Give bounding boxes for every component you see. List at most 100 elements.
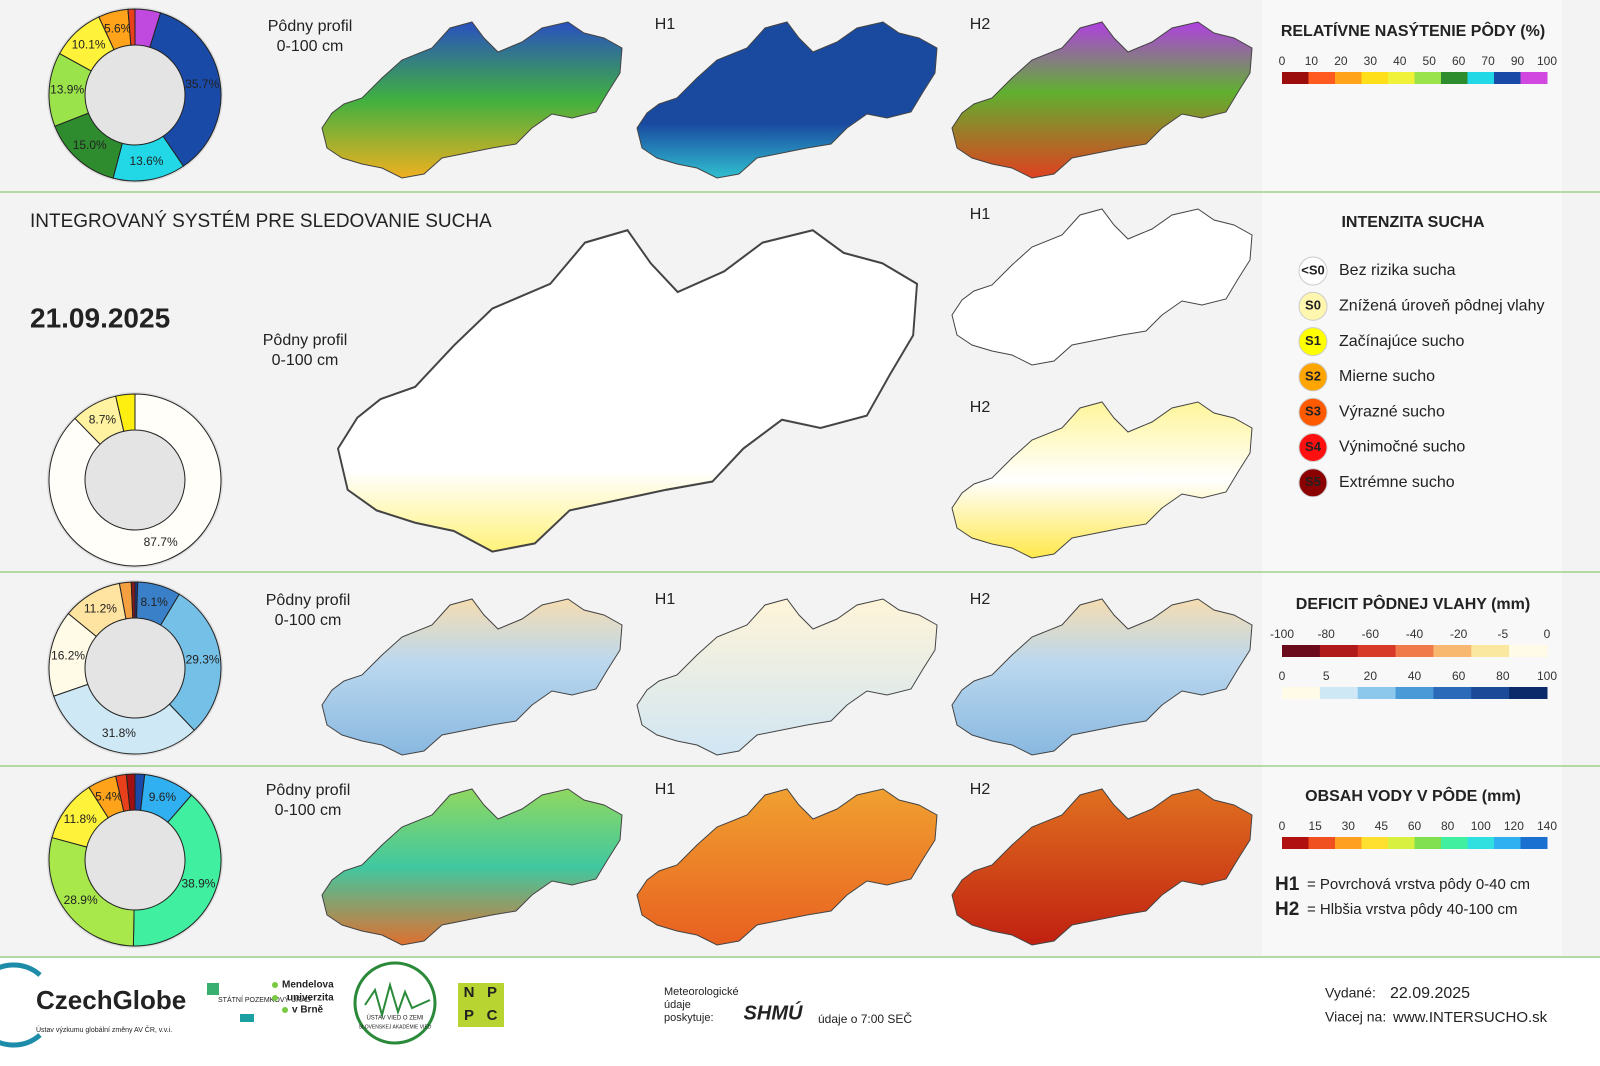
scale-label: 90 (1511, 54, 1525, 68)
donut-label: 13.9% (50, 83, 84, 97)
map-label: Pôdny profil (266, 592, 351, 609)
drought-label: Začínajúce sucho (1339, 333, 1465, 350)
scale-label: -20 (1450, 627, 1468, 641)
drought-code: S0 (1305, 298, 1321, 313)
donut-label: 29.3% (186, 653, 220, 667)
scale-swatch (1308, 72, 1336, 84)
donut-segment (130, 581, 136, 619)
donut-label: 15.0% (73, 138, 107, 152)
scale-swatch (1441, 72, 1468, 84)
scale-label: -40 (1406, 627, 1424, 641)
logo-text: N (464, 984, 475, 1001)
map-label: 0-100 cm (272, 352, 339, 369)
scale-swatch (1471, 687, 1510, 699)
scale-swatch (1494, 72, 1521, 84)
scale-swatch (1433, 645, 1472, 657)
donut-hole (86, 811, 184, 909)
map-label: H1 (655, 16, 676, 33)
scale-label: 30 (1342, 819, 1356, 833)
scale-label: 30 (1364, 54, 1378, 68)
scale-swatch (1509, 687, 1548, 699)
scale-swatch (1282, 645, 1321, 657)
donut-label: 8.1% (140, 595, 168, 609)
scale-label: 80 (1441, 819, 1455, 833)
note-text: = Hlbšia vrstva pôdy 40-100 cm (1307, 901, 1518, 918)
footer-logos: CzechGlobe Ústav výzkumu globální změny … (0, 961, 1548, 1048)
issued-label: Vydané: (1325, 985, 1376, 1001)
note-text: = Povrchová vrstva pôdy 0-40 cm (1307, 876, 1530, 893)
scale-swatch (1319, 687, 1359, 699)
scale-label: -5 (1497, 627, 1508, 641)
logo-text: SLOVENSKEJ AKADÉMIE VIED (359, 1023, 432, 1030)
drought-label: Výnimočné sucho (1339, 439, 1465, 456)
donut-label: 28.9% (64, 893, 98, 907)
scale-swatch (1520, 72, 1548, 84)
drought-code: S2 (1305, 368, 1321, 383)
meteo-text: údaje (664, 999, 691, 1011)
scale-label: -60 (1362, 627, 1380, 641)
scale-label: 140 (1537, 819, 1557, 833)
map-label: H2 (970, 399, 991, 416)
note-key: H2 (1275, 899, 1299, 920)
web-link[interactable]: www.INTERSUCHO.sk (1392, 1009, 1548, 1026)
scale-swatch (1414, 837, 1442, 849)
scale-label: 100 (1537, 54, 1557, 68)
donut-label: 11.2% (84, 602, 117, 616)
scale-swatch (1357, 687, 1397, 699)
donut-segment (48, 836, 135, 947)
scale-swatch (1395, 687, 1434, 699)
donut-label: 31.8% (102, 726, 136, 740)
scale-label: 100 (1537, 669, 1557, 683)
donut-label: 9.6% (149, 790, 177, 804)
drought-label: Extrémne sucho (1339, 474, 1455, 491)
donut-label: 16.2% (51, 648, 85, 662)
donut-hole (86, 619, 184, 717)
scale-swatch (1388, 837, 1415, 849)
scale-swatch (1282, 72, 1309, 84)
donut-hole (86, 46, 184, 144)
map-label: Pôdny profil (263, 332, 348, 349)
drought-symbol (1298, 397, 1328, 427)
legend-title: INTENZITA SUCHA (1341, 214, 1485, 231)
scale-label: 0 (1279, 669, 1286, 683)
scale-label: 15 (1308, 819, 1322, 833)
scale-swatch (1520, 837, 1548, 849)
scale-swatch (1414, 72, 1442, 84)
map-label: H2 (970, 591, 991, 608)
scale-label: 0 (1544, 627, 1551, 641)
scale-swatch (1319, 645, 1359, 657)
drought-symbol (1298, 468, 1328, 498)
logo-text: CzechGlobe (36, 985, 186, 1015)
map-label: H1 (655, 781, 676, 798)
map-label: 0-100 cm (277, 38, 344, 55)
map-label: H1 (970, 206, 991, 223)
scale-label: 60 (1452, 54, 1466, 68)
scale-swatch (1441, 837, 1468, 849)
scale-label: 5 (1323, 669, 1330, 683)
scale-label: 70 (1481, 54, 1495, 68)
legend-title: OBSAH VODY V PÔDE (mm) (1305, 786, 1521, 805)
scale-swatch (1395, 645, 1434, 657)
drought-label: Bez rizika sucha (1339, 262, 1456, 279)
scale-label: 80 (1496, 669, 1510, 683)
scale-label: 40 (1408, 669, 1422, 683)
map-label: H2 (970, 781, 991, 798)
shmu-logo: SHMÚ (744, 1000, 803, 1024)
donut-segment (132, 794, 222, 947)
meteo-text: poskytuje: (664, 1012, 714, 1024)
donut-label: 38.9% (181, 877, 215, 891)
drought-label: Mierne sucho (1339, 368, 1435, 385)
donut-label: 8.7% (89, 412, 117, 426)
drought-label: Výrazné sucho (1339, 403, 1445, 420)
donut-label: 13.6% (129, 154, 163, 168)
donut-hole (86, 431, 184, 529)
drought-symbol (1298, 256, 1328, 286)
system-title: INTEGROVANÝ SYSTÉM PRE SLEDOVANIE SUCHA (30, 211, 492, 232)
donut-label: 87.7% (144, 535, 178, 549)
meteo-time: údaje o 7:00 SEČ (818, 1011, 912, 1026)
scale-swatch (1308, 837, 1336, 849)
logo-text: ÚSTAV VIED O ZEMI (366, 1015, 423, 1022)
logo-sub: Ústav výzkumu globální změny AV ČR, v.v.… (36, 1025, 172, 1034)
scale-swatch (1467, 837, 1495, 849)
